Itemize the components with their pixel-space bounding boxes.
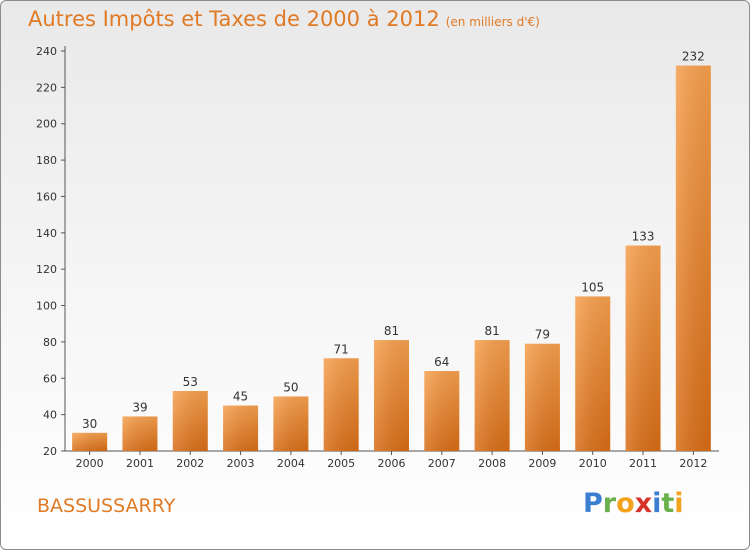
y-tick-label: 200 <box>36 118 57 131</box>
y-tick-label: 20 <box>43 445 57 458</box>
chart-title: Autres Impôts et Taxes de 2000 à 2012 (en… <box>28 7 540 31</box>
bar-value-label: 39 <box>132 400 147 414</box>
x-tick-label: 2001 <box>126 457 154 470</box>
x-tick-label: 2006 <box>378 457 406 470</box>
bar-shade <box>524 343 560 451</box>
bar-shade <box>424 371 460 451</box>
x-tick-label: 2011 <box>629 457 657 470</box>
bar-value-label: 232 <box>682 50 705 64</box>
chart-subtitle: (en milliers d'€) <box>445 15 540 29</box>
bar-shade <box>273 396 309 451</box>
x-tick-label: 2000 <box>76 457 104 470</box>
bar-shade <box>625 245 661 451</box>
logo-letter: x <box>634 488 653 519</box>
y-tick-label: 120 <box>36 263 57 276</box>
bar-value-label: 53 <box>183 375 198 389</box>
bar-shade <box>474 340 510 451</box>
chart-title-text: Autres Impôts et Taxes de 2000 à 2012 <box>28 7 440 31</box>
y-tick-label: 160 <box>36 190 57 203</box>
bar-value-label: 64 <box>434 355 449 369</box>
chart-axes: 20 40 60 80 100 120 140 160 180 200 220 240 2000 2001… <box>36 45 719 470</box>
bar-value-label: 105 <box>581 280 604 294</box>
y-tick-label: 60 <box>43 372 57 385</box>
bar-value-label: 133 <box>632 230 655 244</box>
logo-letter: t <box>661 488 675 519</box>
bar-shade <box>323 358 359 451</box>
y-tick-label: 80 <box>43 336 57 349</box>
bar-shade <box>675 65 711 451</box>
x-tick-label: 2010 <box>579 457 607 470</box>
bar-value-label: 50 <box>283 380 298 394</box>
x-tick-label: 2005 <box>327 457 355 470</box>
proxiti-logo: Proxiti <box>583 488 684 519</box>
logo-letter: i <box>652 488 662 519</box>
bar-value-label: 79 <box>535 328 550 342</box>
bar-value-label: 45 <box>233 390 248 404</box>
x-tick-label: 2009 <box>528 457 556 470</box>
x-tick-label: 2004 <box>277 457 305 470</box>
logo-letter: P <box>583 488 603 519</box>
x-tick-label: 2008 <box>478 457 506 470</box>
x-tick-label: 2007 <box>428 457 456 470</box>
logo-letter: o <box>616 488 635 519</box>
bar-shade <box>575 296 611 451</box>
chart-bars <box>72 65 711 451</box>
x-tick-label: 2012 <box>679 457 707 470</box>
bar-shade <box>172 391 208 451</box>
chart-labels: 30 39 53 45 50 71 81 64 81 79 105 133 232 <box>82 50 705 431</box>
bar-shade <box>122 416 158 451</box>
bar-shade <box>374 340 409 451</box>
y-tick-label: 180 <box>36 154 57 167</box>
bar-value-label: 30 <box>82 417 97 431</box>
y-tick-label: 40 <box>43 409 57 422</box>
y-tick-label: 100 <box>36 300 57 313</box>
y-tick-label: 240 <box>36 45 57 58</box>
logo-letter: r <box>602 488 617 519</box>
y-tick-label: 220 <box>36 81 57 94</box>
logo-letter: i <box>674 488 684 519</box>
bar-value-label: 71 <box>334 342 349 356</box>
x-tick-label: 2002 <box>176 457 204 470</box>
bar-value-label: 81 <box>484 324 499 338</box>
bar-value-label: 81 <box>384 324 399 338</box>
place-name: BASSUSSARRY <box>37 495 176 517</box>
x-tick-label: 2003 <box>227 457 255 470</box>
bar-shade <box>223 405 259 451</box>
y-tick-label: 140 <box>36 227 57 240</box>
bar-shade <box>72 432 108 451</box>
